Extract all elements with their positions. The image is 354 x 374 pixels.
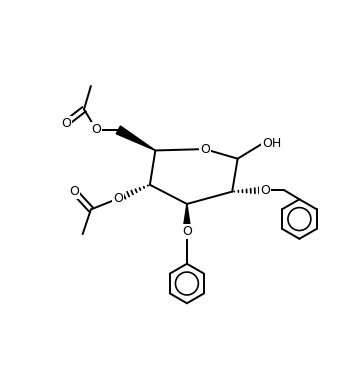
Polygon shape	[116, 126, 155, 150]
Text: O: O	[260, 184, 270, 197]
Text: O: O	[69, 185, 79, 198]
Text: OH: OH	[262, 137, 282, 150]
Text: O: O	[182, 225, 192, 238]
Text: O: O	[200, 142, 210, 156]
Text: O: O	[113, 192, 123, 205]
Text: O: O	[91, 123, 101, 137]
Text: OH: OH	[262, 137, 282, 150]
Text: O: O	[113, 192, 123, 205]
Polygon shape	[183, 204, 191, 232]
Text: O: O	[182, 225, 192, 238]
Text: O: O	[61, 117, 71, 129]
Text: O: O	[69, 185, 79, 198]
Text: O: O	[61, 117, 71, 129]
Text: O: O	[200, 142, 210, 156]
Text: O: O	[91, 123, 101, 137]
Text: O: O	[260, 184, 270, 197]
